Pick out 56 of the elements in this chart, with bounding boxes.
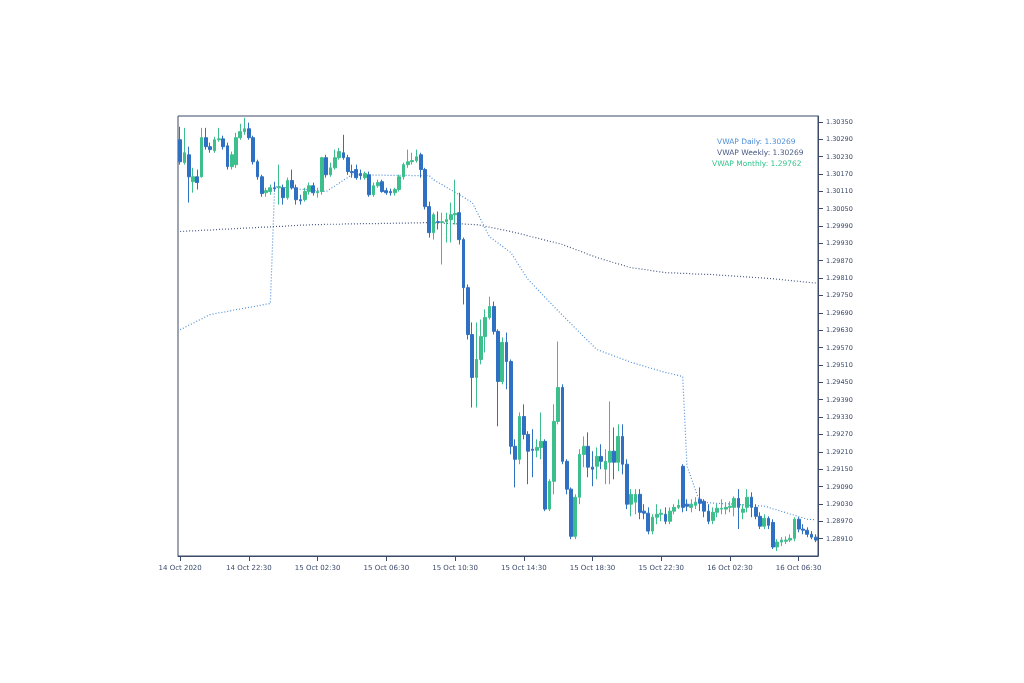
candlestick xyxy=(195,169,199,191)
candlestick xyxy=(638,488,642,520)
candlestick xyxy=(367,171,371,198)
line-series xyxy=(179,174,817,521)
candlestick xyxy=(732,495,736,517)
candlestick xyxy=(320,156,324,196)
candlestick xyxy=(264,187,268,198)
candlestick xyxy=(324,154,328,179)
candlestick xyxy=(646,506,650,535)
candlestick xyxy=(724,501,728,515)
candlestick xyxy=(668,506,672,525)
candlestick xyxy=(200,127,203,179)
candlestick xyxy=(286,177,289,201)
candlestick xyxy=(595,446,599,480)
line-series xyxy=(179,221,817,284)
candlestick xyxy=(543,438,547,512)
candlestick xyxy=(629,488,633,517)
candlestick xyxy=(273,181,276,193)
candlestick xyxy=(797,516,801,533)
candlestick xyxy=(380,179,384,194)
candlestick xyxy=(440,212,444,265)
candlestick xyxy=(354,164,358,181)
candlestick xyxy=(410,152,414,166)
candlestick xyxy=(178,126,182,166)
candlestick xyxy=(183,127,186,166)
candlestick xyxy=(728,500,732,513)
candlestick xyxy=(771,518,775,550)
candlestick xyxy=(659,508,663,522)
candlestick xyxy=(737,488,740,530)
candlestick xyxy=(599,443,603,470)
candlestick xyxy=(500,336,504,385)
candlestick xyxy=(814,533,818,543)
candlestick xyxy=(689,498,693,513)
candlestick xyxy=(775,538,779,552)
candlestick xyxy=(711,506,715,525)
candlestick xyxy=(612,426,616,480)
candlestick xyxy=(664,506,667,525)
candlestick xyxy=(616,423,620,472)
candlestick xyxy=(432,212,435,241)
candlestick xyxy=(681,463,685,513)
candlestick xyxy=(191,167,195,194)
candlestick xyxy=(518,411,521,465)
candlestick xyxy=(281,184,285,206)
candlestick xyxy=(268,184,272,196)
candlestick xyxy=(805,526,809,538)
candlestick xyxy=(311,182,315,197)
candlestick xyxy=(436,211,440,230)
candlestick xyxy=(539,411,543,460)
candlestick xyxy=(187,146,191,204)
candlestick xyxy=(762,513,766,530)
candlestick xyxy=(204,127,208,151)
candlestick xyxy=(608,400,612,485)
candlestick xyxy=(363,171,367,181)
candlestick xyxy=(277,164,281,206)
candlestick xyxy=(784,535,788,545)
candlestick xyxy=(303,187,307,203)
